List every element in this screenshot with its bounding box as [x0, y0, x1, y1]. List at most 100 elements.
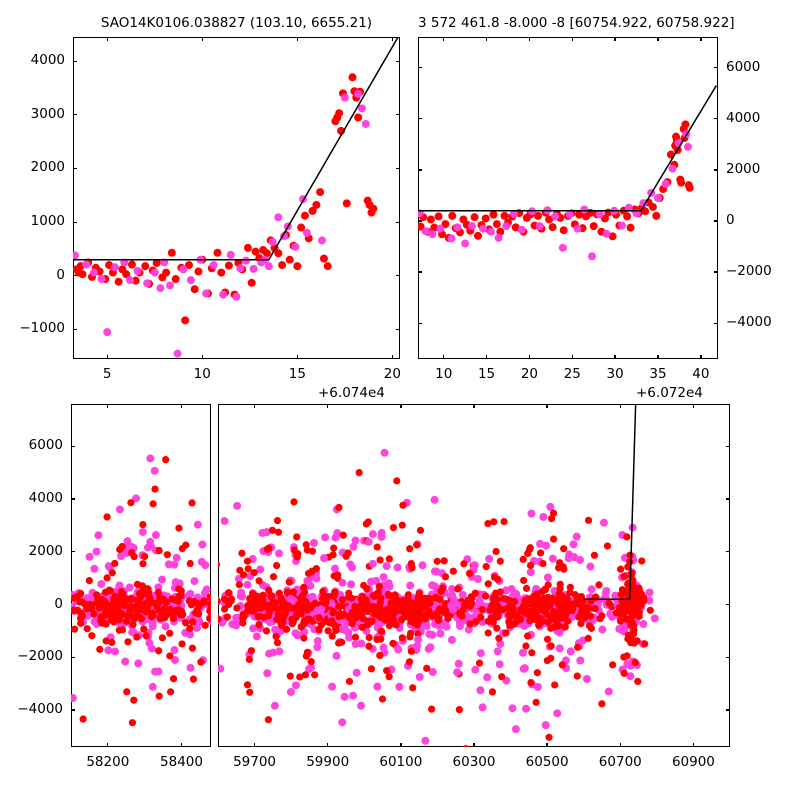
- tr-xtick: [571, 37, 573, 41]
- tl-yticklabel: 1000: [30, 213, 65, 230]
- tr-ytick-mirror: [418, 322, 422, 324]
- bot1-xtick: [180, 743, 183, 747]
- tl-ytick-mirror: [396, 167, 400, 170]
- tr-ytick-mirror: [418, 67, 422, 69]
- bot-ytick: [71, 709, 75, 711]
- bot2-xticklabel: 60300: [452, 754, 496, 770]
- tr-xtick: [443, 355, 445, 359]
- tl-ytick-mirror: [396, 221, 400, 223]
- panel-top-left: [73, 37, 400, 359]
- bot-yticklabel: −2000: [17, 648, 63, 665]
- tr-xticklabel: 30: [606, 366, 624, 382]
- tr-xticklabel: 25: [563, 366, 581, 382]
- bot2-xtick: [619, 743, 621, 747]
- tl-xticklabel: 10: [193, 366, 211, 382]
- tl-xtick: [296, 355, 298, 359]
- tl-yticklabel: 2000: [30, 159, 65, 176]
- bot-ytick-mirror: [726, 656, 730, 658]
- tl-yticklabel: 3000: [30, 105, 65, 122]
- panel-bottom-segment-2: [218, 404, 730, 747]
- tr-yticklabel: −4000: [726, 314, 772, 331]
- tl-ytick-mirror: [396, 328, 400, 331]
- bot-ytick-mirror: [726, 445, 730, 447]
- tl-xtick: [391, 355, 394, 359]
- tl-ytick: [73, 221, 77, 223]
- bot2-xtick: [253, 404, 256, 408]
- bot-yticklabel: 2000: [28, 542, 63, 559]
- bot-ytick: [71, 445, 75, 447]
- bot2-xticklabel: 60900: [671, 754, 715, 770]
- tl-yticklabel: 4000: [30, 52, 65, 69]
- tr-yticklabel: 2000: [726, 160, 761, 177]
- tr-xtick: [700, 355, 702, 359]
- tr-ytick: [714, 67, 718, 69]
- bot-ytick-mirror: [726, 709, 730, 711]
- bot-ytick-mirror: [726, 551, 730, 553]
- tr-ytick: [714, 220, 718, 222]
- tl-ytick: [73, 60, 77, 62]
- bot2-xtick: [400, 404, 402, 408]
- panel-top-right: [418, 37, 718, 359]
- tr-xticklabel: 20: [520, 366, 539, 382]
- bot2-xticklabel: 59900: [306, 754, 350, 770]
- tl-ytick: [73, 114, 77, 116]
- bot-ytick: [71, 498, 75, 500]
- bot2-xtick: [473, 404, 475, 408]
- tl-ytick-mirror: [396, 275, 400, 277]
- tr-xtick: [614, 37, 616, 41]
- bot2-xticklabel: 59700: [233, 754, 277, 770]
- tl-ytick: [73, 275, 77, 277]
- bot2-xticklabel: 60100: [379, 754, 423, 770]
- bot2-xtick: [692, 404, 695, 408]
- panel-top-left-title: SAO14K0106.038827 (103.10, 6655.21): [100, 15, 373, 31]
- tr-ytick: [714, 118, 718, 120]
- tr-ytick-mirror: [418, 220, 422, 222]
- panel-bottom-segment-1: [71, 404, 211, 747]
- bot2-xtick: [619, 404, 621, 408]
- tl-xtick: [296, 37, 298, 41]
- tr-xtick: [657, 37, 659, 41]
- tl-yticklabel: 0: [56, 266, 65, 283]
- bot1-xtick: [107, 743, 109, 747]
- tl-xtick: [201, 37, 203, 41]
- bot2-xticklabel: 60500: [525, 754, 569, 770]
- tr-xtick: [485, 355, 488, 359]
- bot1-xticklabel: 58200: [86, 754, 130, 770]
- panel-top-right-title: 3 572 461.8 -8.000 -8 [60754.922, 60758.…: [418, 15, 735, 31]
- panel-top-right-xoffset: +6.072e4: [636, 385, 703, 401]
- tr-xtick: [485, 37, 488, 41]
- bot2-xtick: [546, 743, 548, 747]
- tl-xtick: [391, 37, 394, 41]
- bot2-xtick: [692, 743, 695, 747]
- bot-ytick: [71, 551, 75, 553]
- tr-ytick: [714, 169, 718, 171]
- tl-ytick-mirror: [396, 60, 400, 62]
- tr-xtick: [657, 355, 659, 359]
- tl-ytick: [73, 328, 77, 331]
- tl-ytick: [73, 167, 77, 170]
- tr-yticklabel: 4000: [726, 109, 761, 126]
- tr-ytick-mirror: [418, 118, 422, 120]
- tr-ytick-mirror: [418, 271, 422, 273]
- bot-yticklabel: 0: [54, 595, 63, 612]
- tl-xtick: [201, 355, 203, 359]
- tr-xtick: [528, 355, 531, 359]
- tr-xtick: [443, 37, 445, 41]
- bot1-xticklabel: 58400: [160, 754, 203, 770]
- tr-xticklabel: 40: [692, 366, 710, 382]
- bot1-xtick: [107, 404, 109, 408]
- bot2-xtick: [327, 404, 329, 408]
- tl-xtick: [106, 37, 108, 41]
- tr-xtick: [571, 355, 573, 359]
- bot-ytick-mirror: [726, 498, 730, 500]
- tr-yticklabel: −2000: [726, 263, 772, 280]
- tr-ytick-mirror: [418, 169, 422, 171]
- bot2-xticklabel: 60700: [598, 754, 642, 770]
- bot-yticklabel: 4000: [28, 489, 63, 506]
- tl-xticklabel: 5: [102, 366, 112, 382]
- tr-ytick: [714, 322, 718, 324]
- tl-ytick-mirror: [396, 114, 400, 116]
- tr-xtick: [614, 355, 616, 359]
- panel-top-left-xoffset: +6.074e4: [318, 385, 385, 401]
